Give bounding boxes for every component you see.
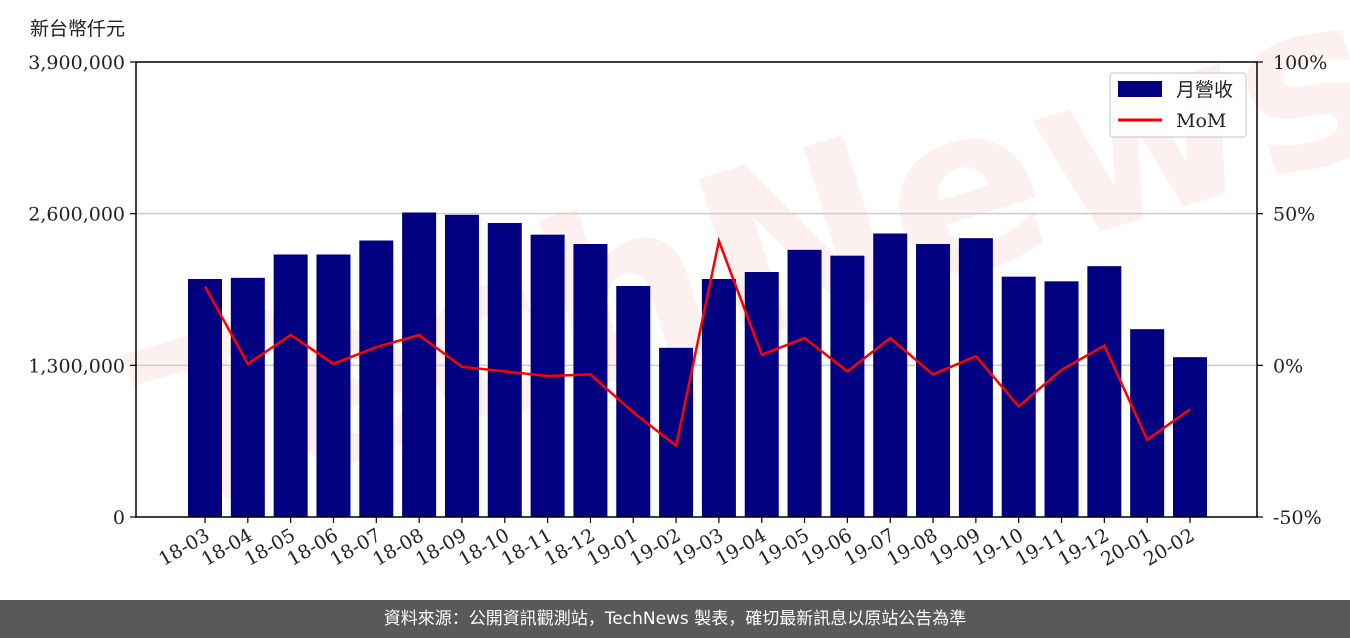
source-footer: 資料來源：公開資訊觀測站，TechNews 製表，確切最新訊息以原站公告為準 — [0, 600, 1350, 638]
y-right-tick-label: 50% — [1273, 204, 1315, 226]
revenue-bar — [273, 254, 308, 517]
y-right-tick-label: 100% — [1273, 52, 1327, 74]
revenue-bar — [873, 233, 908, 517]
revenue-bar — [958, 238, 993, 517]
revenue-bar — [701, 279, 736, 517]
y-left-tick-label: 1,300,000 — [28, 355, 125, 377]
mom-line — [203, 236, 1191, 448]
y-left-tick-label: 0 — [113, 507, 125, 529]
y-left-tick-label: 2,600,000 — [28, 204, 125, 226]
y-right-tick-label: 0% — [1273, 355, 1303, 377]
legend-label-revenue: 月營收 — [1176, 79, 1233, 101]
revenue-bar — [573, 244, 608, 517]
plot-frame — [135, 61, 1258, 518]
revenue-bar — [916, 244, 951, 517]
revenue-bar — [359, 240, 394, 517]
revenue-bar — [830, 255, 865, 517]
revenue-bar — [188, 279, 222, 517]
revenue-bar — [1044, 281, 1079, 517]
y-axis-unit-label: 新台幣仟元 — [30, 18, 126, 40]
revenue-bar — [1087, 266, 1122, 517]
y-left-tick-label: 3,900,000 — [28, 52, 125, 74]
x-tick-label: 20-02 — [1140, 524, 1198, 570]
chart-area: TechNews 新台幣仟元 01,300,0002,600,0003,900,… — [28, 0, 1350, 571]
revenue-bar — [659, 347, 694, 517]
legend-label-mom: MoM — [1176, 110, 1226, 132]
revenue-bar — [1173, 357, 1207, 517]
revenue-bar — [316, 254, 351, 517]
revenue-bar — [230, 277, 265, 517]
revenue-bar — [787, 249, 822, 518]
revenue-chart: 0 1,300,000 2,600,000 3,900,000 -50% 0% 50% 100… — [28, 52, 1327, 571]
revenue-bar — [1130, 329, 1165, 517]
revenue-bar — [402, 212, 437, 517]
legend-swatch-revenue — [1118, 81, 1162, 97]
revenue-bar — [744, 272, 779, 517]
y-right-tick-label: -50% — [1273, 507, 1322, 529]
